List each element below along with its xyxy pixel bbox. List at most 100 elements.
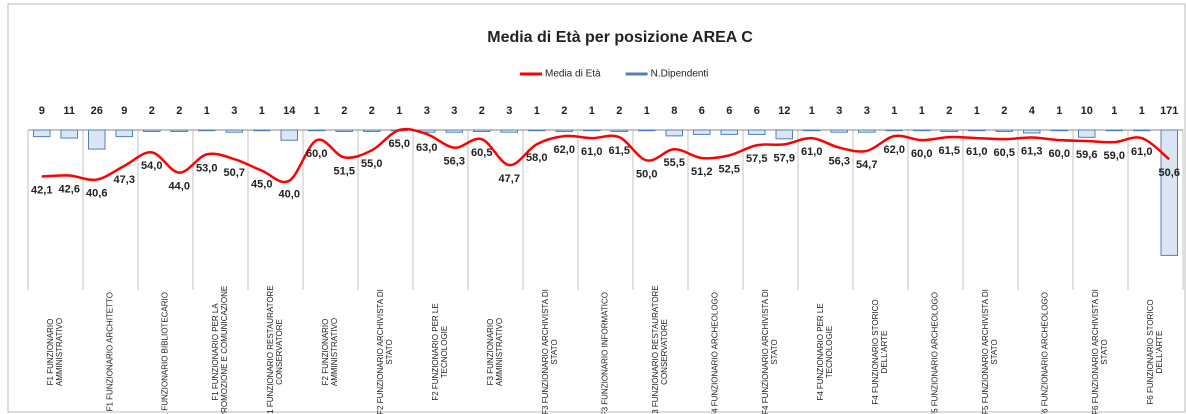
line-value-label: 61,0 bbox=[1131, 146, 1152, 158]
bar-value-label: 1 bbox=[891, 105, 897, 117]
x-tick-label: F3 FUNZIONARIO ARCHIVISTA DISTATO bbox=[541, 289, 559, 414]
bar-value-label: 2 bbox=[1001, 105, 1007, 117]
bar-value-label: 6 bbox=[699, 105, 705, 117]
bar-value-label: 171 bbox=[1160, 105, 1178, 117]
bar-value-label: 3 bbox=[451, 105, 457, 117]
x-tick-label: F1 FUNZIONARIO PER LAPROMOZIONE E COMUNI… bbox=[211, 286, 229, 414]
bar bbox=[555, 129, 573, 132]
legend-label: N.Dipendenti bbox=[651, 69, 709, 80]
line-value-label: 58,0 bbox=[526, 152, 547, 164]
line-value-label: 40,0 bbox=[279, 189, 300, 201]
bar-value-label: 12 bbox=[778, 105, 790, 117]
bar-value-label: 3 bbox=[424, 105, 430, 117]
line-value-label: 60,5 bbox=[471, 147, 492, 159]
line-value-label: 60,5 bbox=[994, 147, 1015, 159]
line-value-label: 55,0 bbox=[361, 158, 382, 170]
bar bbox=[803, 129, 821, 132]
bar-value-label: 1 bbox=[809, 105, 815, 117]
bar-value-label: 11 bbox=[63, 105, 75, 117]
bar-value-label: 1 bbox=[1056, 105, 1062, 117]
bar bbox=[363, 129, 381, 132]
x-tick-label: F3 FUNZIONARIO INFORMATICO bbox=[601, 292, 610, 414]
bar bbox=[308, 129, 326, 132]
line-value-label: 45,0 bbox=[251, 179, 272, 191]
x-tick-label: F4 FUNZIONARIO ARCHIVISTA DISTATO bbox=[761, 289, 779, 414]
bar bbox=[968, 129, 986, 132]
bar bbox=[253, 129, 271, 132]
bar-value-label: 1 bbox=[314, 105, 320, 117]
bar-value-label: 1 bbox=[396, 105, 402, 117]
bar bbox=[198, 129, 216, 132]
line-value-label: 59,6 bbox=[1076, 149, 1097, 161]
line-value-label: 57,9 bbox=[774, 152, 795, 164]
bar-value-label: 2 bbox=[561, 105, 567, 117]
line-value-label: 47,7 bbox=[499, 173, 520, 185]
line-value-label: 65,0 bbox=[389, 138, 410, 150]
bar bbox=[885, 129, 903, 132]
bar bbox=[1023, 129, 1041, 134]
bar-value-label: 1 bbox=[534, 105, 540, 117]
line-value-label: 56,3 bbox=[444, 156, 465, 168]
x-tick-label: F6 FUNZIONARIO ARCHEOLOGO bbox=[1041, 292, 1050, 414]
bar-value-label: 3 bbox=[506, 105, 512, 117]
bar-value-label: 1 bbox=[974, 105, 980, 117]
line-value-label: 47,3 bbox=[114, 174, 135, 186]
chart-title: Media di Età per posizione AREA C bbox=[487, 29, 753, 46]
line-value-label: 63,0 bbox=[416, 142, 437, 154]
chart-frame bbox=[7, 3, 1186, 413]
x-tick-label: F6 FUNZIONARIO STORICODELL'ARTE bbox=[1146, 299, 1164, 404]
x-tick-label: F3 FUNZIONARIO RESTAURATORECONSERVATORE bbox=[651, 285, 669, 414]
bar-value-label: 9 bbox=[121, 105, 127, 117]
line-value-label: 52,5 bbox=[719, 163, 740, 175]
legend-label: Media di Età bbox=[545, 69, 601, 80]
bar bbox=[500, 129, 518, 133]
bar bbox=[115, 129, 133, 138]
x-tick-label: F1 FUNZIONARIO BIBLIOTECARIO bbox=[161, 292, 170, 414]
bar bbox=[830, 129, 848, 133]
bar-value-label: 1 bbox=[919, 105, 925, 117]
bar bbox=[913, 129, 931, 132]
bar-value-label: 14 bbox=[283, 105, 296, 117]
bar bbox=[995, 129, 1013, 132]
bar-value-label: 3 bbox=[231, 105, 237, 117]
line-value-label: 56,3 bbox=[829, 156, 850, 168]
x-tick-label: F6 FUNZIONARIO ARCHIVISTA DISTATO bbox=[1091, 289, 1109, 414]
bar bbox=[528, 129, 546, 132]
x-tick-label: F4 FUNZIONARIO ARCHEOLOGO bbox=[711, 292, 720, 414]
bar-value-label: 2 bbox=[616, 105, 622, 117]
line-value-label: 42,6 bbox=[59, 183, 80, 195]
bar bbox=[88, 129, 106, 150]
line-value-label: 61,0 bbox=[801, 146, 822, 158]
line-value-label: 61,5 bbox=[609, 145, 630, 157]
line-value-label: 60,0 bbox=[1049, 148, 1070, 160]
x-tick-label: F1 FUNZIONARIO RESTAURATORECONSERVATORE bbox=[266, 285, 284, 414]
x-tick-label: F4 FUNZIONARIO STORICODELL'ARTE bbox=[871, 299, 889, 404]
line-value-label: 62,0 bbox=[884, 144, 905, 156]
bar bbox=[1105, 129, 1123, 132]
bar bbox=[693, 129, 711, 135]
line-value-label: 44,0 bbox=[169, 181, 190, 193]
bar bbox=[1133, 129, 1151, 132]
bar bbox=[1160, 129, 1178, 256]
x-tick-label: F1 FUNZIONARIOAMMINISTRATIVO bbox=[46, 318, 64, 386]
line-value-label: 51,2 bbox=[691, 166, 712, 178]
bar-value-label: 4 bbox=[1029, 105, 1036, 117]
x-tick-label: F1 FUNZIONARIO ARCHITETTO bbox=[106, 292, 115, 411]
bar bbox=[665, 129, 683, 137]
bar-value-label: 2 bbox=[149, 105, 155, 117]
line bbox=[41, 127, 1171, 184]
x-tick-label: F2 FUNZIONARIO PER LETECNOLOGIE bbox=[431, 303, 449, 400]
bar-value-label: 2 bbox=[479, 105, 485, 117]
x-tick-label: F4 FUNZIONARIO PER LETECNOLOGIE bbox=[816, 303, 834, 400]
bar-value-label: 10 bbox=[1081, 105, 1093, 117]
bar bbox=[748, 129, 766, 135]
bar-value-label: 9 bbox=[39, 105, 45, 117]
line-value-label: 61,3 bbox=[1021, 145, 1042, 157]
bar bbox=[335, 129, 353, 132]
bar-value-label: 3 bbox=[864, 105, 870, 117]
x-tick-label: F2 FUNZIONARIO ARCHIVISTA DISTATO bbox=[376, 289, 394, 414]
bar-value-label: 2 bbox=[369, 105, 375, 117]
bar-value-label: 1 bbox=[589, 105, 595, 117]
